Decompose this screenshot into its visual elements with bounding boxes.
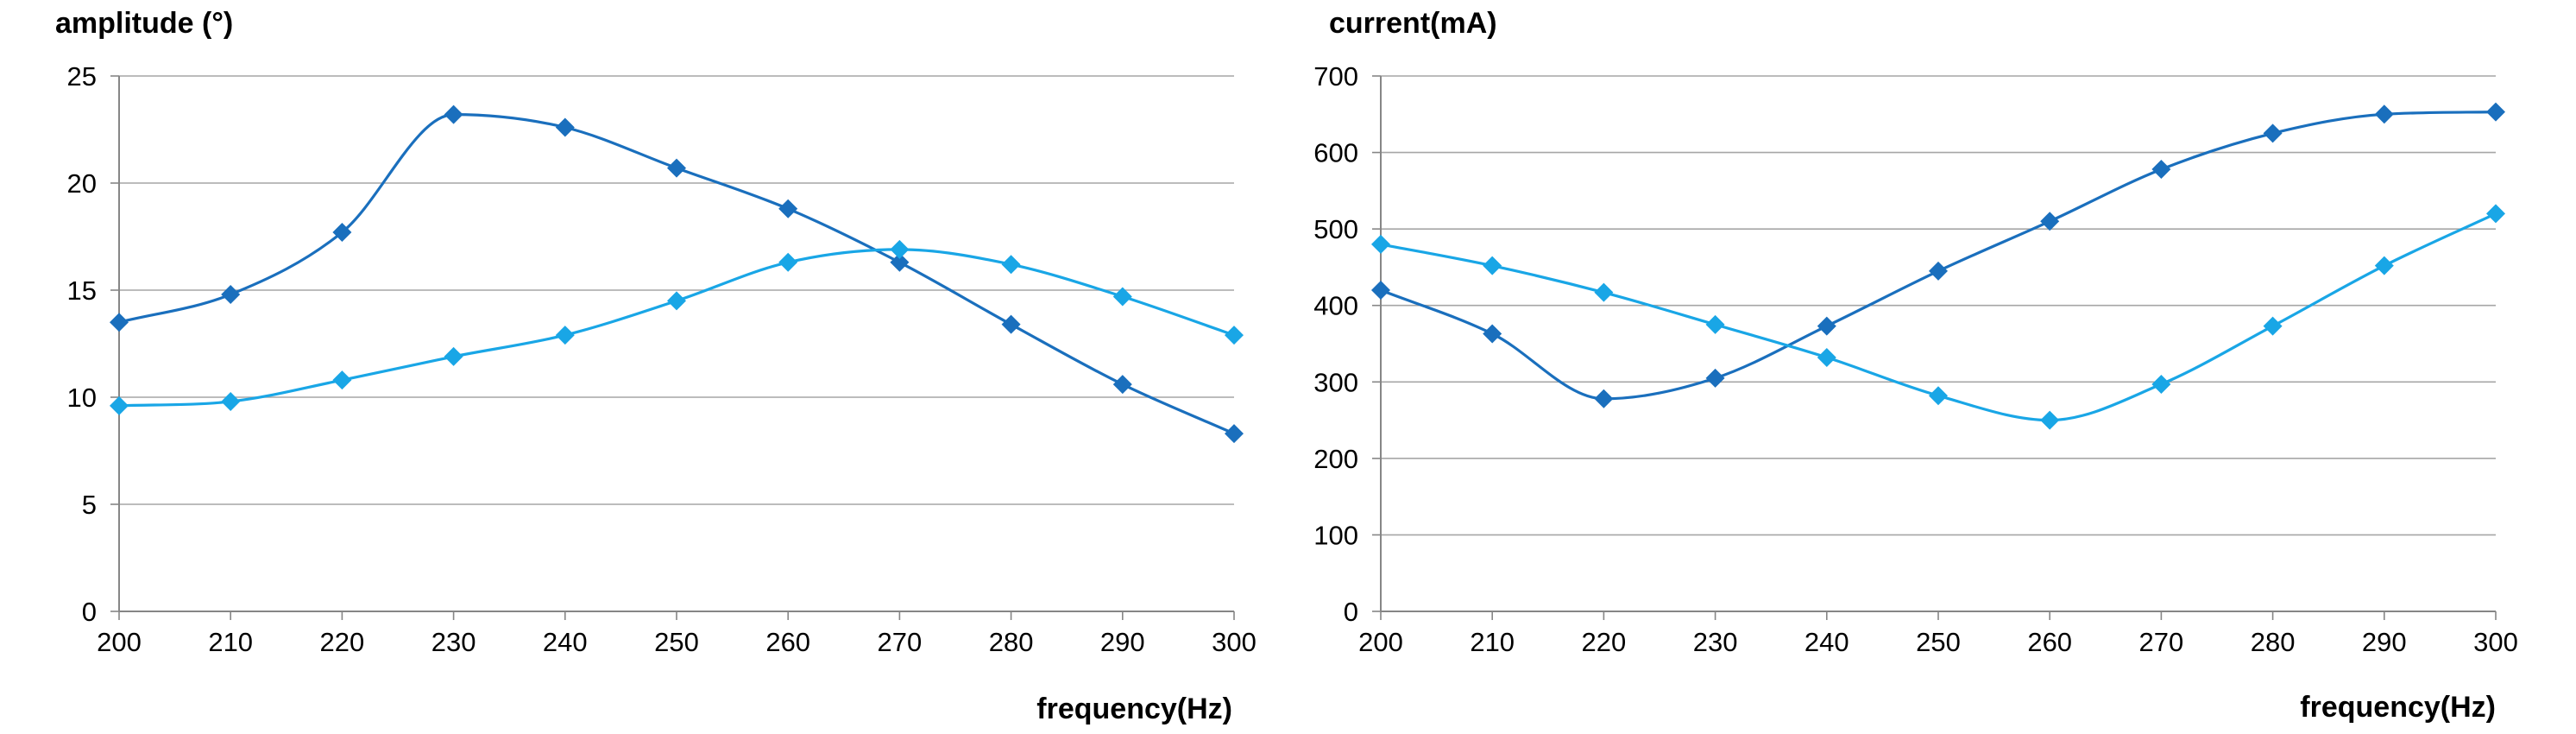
x-tick-label: 280: [2251, 627, 2296, 657]
data-point-marker: [667, 158, 686, 178]
x-tick-label: 220: [320, 627, 365, 657]
x-axis-label: frequency(Hz): [1036, 693, 1232, 725]
data-point-marker: [332, 223, 352, 243]
y-tick-label: 0: [82, 597, 97, 627]
data-point-marker: [1483, 256, 1502, 275]
data-point-marker: [444, 104, 463, 124]
data-point-marker: [1705, 314, 1725, 334]
y-tick-label: 0: [1344, 597, 1358, 627]
data-point-marker: [1001, 255, 1021, 275]
data-point-marker: [1112, 375, 1132, 395]
x-tick-label: 200: [97, 627, 142, 657]
data-point-marker: [1594, 389, 1614, 408]
data-point-marker: [778, 252, 798, 272]
data-point-marker: [2151, 160, 2171, 180]
x-tick-label: 240: [1804, 627, 1849, 657]
data-point-marker: [221, 391, 241, 411]
x-tick-label: 260: [2027, 627, 2072, 657]
data-point-marker: [890, 252, 910, 272]
x-tick-label: 210: [1470, 627, 1515, 657]
data-point-marker: [444, 346, 463, 366]
y-tick-label: 15: [67, 275, 97, 306]
x-tick-label: 240: [543, 627, 588, 657]
y-tick-label: 25: [67, 61, 97, 92]
data-point-marker: [2374, 256, 2394, 275]
data-point-marker: [1112, 287, 1132, 307]
data-point-marker: [667, 291, 686, 311]
x-tick-label: 250: [654, 627, 699, 657]
data-point-marker: [1225, 326, 1244, 345]
data-point-marker: [1929, 386, 1948, 406]
data-point-marker: [1001, 314, 1021, 334]
y-axis-label: current(mA): [1329, 7, 1497, 40]
data-point-marker: [890, 239, 910, 259]
x-tick-label: 210: [208, 627, 253, 657]
data-point-marker: [2151, 374, 2171, 394]
x-tick-label: 200: [1358, 627, 1403, 657]
y-tick-label: 500: [1313, 214, 1358, 244]
series-line: [118, 248, 1235, 408]
data-point-marker: [1817, 316, 1836, 336]
y-tick-label: 400: [1313, 291, 1358, 321]
data-point-marker: [1225, 424, 1244, 444]
x-tick-label: 230: [431, 627, 476, 657]
y-axis-label: amplitude (°): [55, 7, 233, 40]
x-tick-label: 300: [2473, 627, 2518, 657]
x-axis-label: frequency(Hz): [2300, 691, 2496, 724]
data-point-marker: [110, 313, 129, 332]
x-tick-label: 220: [1582, 627, 1627, 657]
x-tick-label: 290: [1100, 627, 1145, 657]
data-point-marker: [1483, 324, 1502, 344]
y-tick-label: 5: [82, 490, 97, 520]
data-point-marker: [555, 117, 575, 137]
y-tick-label: 10: [67, 383, 97, 413]
amplitude-chart: 0 5 10 15 20 25 200 210 220 230 240 250 260 270 280 290…: [55, 7, 1257, 725]
x-tick-label: 270: [2139, 627, 2184, 657]
x-tick-label: 270: [878, 627, 923, 657]
data-point-marker: [1371, 281, 1390, 300]
data-point-marker: [1705, 368, 1725, 388]
current-chart: 0 100 200 300 400 500 600 700 200 210 220 230 240 250…: [1313, 7, 2518, 724]
series-line: [1380, 111, 2497, 401]
y-tick-label: 200: [1313, 444, 1358, 474]
data-point-marker: [1594, 282, 1614, 302]
data-point-marker: [1371, 234, 1390, 254]
data-point-marker: [2486, 204, 2505, 224]
data-point-marker: [2040, 212, 2060, 231]
data-point-marker: [221, 284, 241, 304]
y-tick-label: 600: [1313, 138, 1358, 168]
x-tick-label: 280: [989, 627, 1034, 657]
data-point-marker: [2040, 410, 2060, 430]
x-tick-label: 290: [2362, 627, 2407, 657]
data-point-marker: [110, 395, 129, 415]
y-tick-label: 20: [67, 168, 97, 199]
data-point-marker: [1817, 347, 1836, 367]
data-point-marker: [555, 326, 575, 345]
data-point-marker: [778, 199, 798, 218]
data-point-marker: [2374, 104, 2394, 124]
x-tick-label: 250: [1916, 627, 1961, 657]
data-point-marker: [2263, 316, 2283, 336]
y-tick-label: 100: [1313, 520, 1358, 550]
x-tick-label: 260: [765, 627, 810, 657]
y-tick-label: 700: [1313, 61, 1358, 92]
data-point-marker: [332, 370, 352, 390]
data-point-marker: [2486, 102, 2505, 122]
x-tick-label: 300: [1212, 627, 1257, 657]
x-tick-label: 230: [1693, 627, 1738, 657]
data-point-marker: [1929, 261, 1948, 281]
data-point-marker: [2263, 123, 2283, 143]
y-tick-label: 300: [1313, 367, 1358, 397]
